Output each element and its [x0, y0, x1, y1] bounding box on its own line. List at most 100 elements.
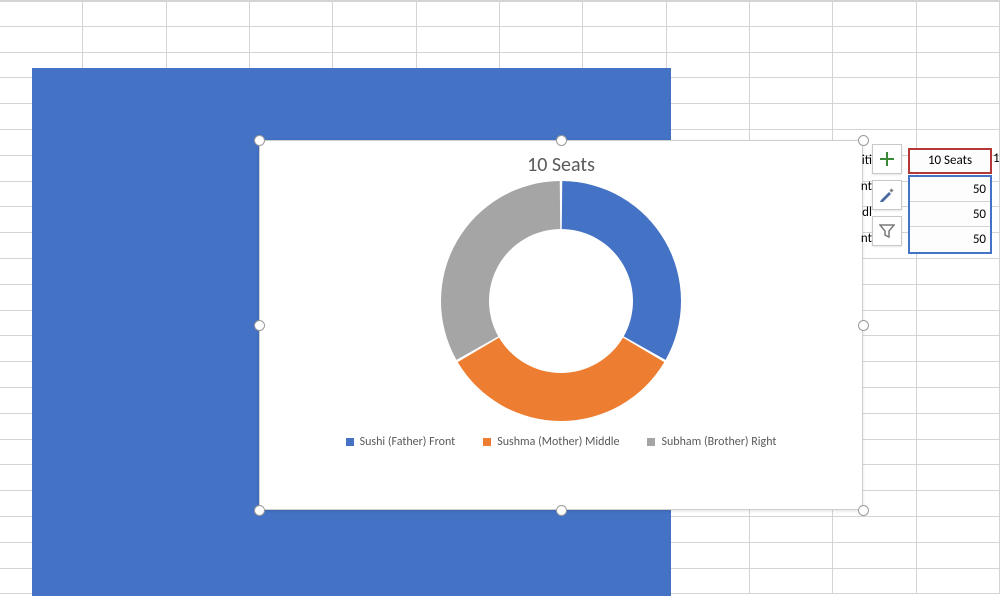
legend-item[interactable]: Subham (Brother) Right — [647, 435, 776, 449]
selection-handle[interactable] — [254, 320, 265, 331]
grid-cell[interactable] — [667, 27, 750, 53]
grid-cell[interactable] — [667, 53, 750, 79]
data-range-cell[interactable]: 50 — [910, 177, 990, 202]
grid-cell[interactable] — [250, 27, 333, 53]
legend-swatch — [647, 438, 655, 446]
grid-cell[interactable] — [667, 1, 750, 27]
grid-cell[interactable] — [917, 336, 1000, 362]
grid-cell[interactable] — [750, 517, 833, 543]
grid-cell[interactable] — [583, 27, 666, 53]
legend-swatch — [346, 438, 354, 446]
grid-cell[interactable] — [167, 1, 250, 27]
doughnut-slice[interactable] — [562, 181, 681, 360]
grid-cell[interactable] — [833, 27, 916, 53]
grid-cell[interactable] — [917, 543, 1000, 569]
grid-cell[interactable] — [917, 362, 1000, 388]
grid-cell[interactable] — [917, 311, 1000, 337]
grid-cell[interactable] — [917, 414, 1000, 440]
grid-cell[interactable] — [667, 517, 750, 543]
grid-cell[interactable] — [667, 104, 750, 130]
grid-cell[interactable] — [667, 569, 750, 595]
grid-cell[interactable] — [833, 517, 916, 543]
grid-cell[interactable] — [250, 1, 333, 27]
data-range-body[interactable]: 505050 — [908, 175, 992, 254]
legend-item[interactable]: Sushma (Mother) Middle — [483, 435, 619, 449]
grid-cell[interactable] — [917, 491, 1000, 517]
chart-elements-button[interactable] — [872, 144, 902, 174]
grid-cell[interactable] — [750, 78, 833, 104]
grid-cell[interactable] — [167, 27, 250, 53]
grid-cell[interactable] — [667, 543, 750, 569]
grid-cell[interactable] — [917, 465, 1000, 491]
grid-cell[interactable] — [83, 27, 166, 53]
doughnut-slice[interactable] — [441, 181, 560, 360]
grid-cell[interactable] — [917, 1, 1000, 27]
grid-cell[interactable] — [583, 1, 666, 27]
grid-cell[interactable] — [833, 569, 916, 595]
selection-handle[interactable] — [858, 320, 869, 331]
chart-tool-column — [872, 144, 902, 246]
grid-cell[interactable] — [917, 259, 1000, 285]
grid-cell[interactable] — [833, 1, 916, 27]
grid-cell[interactable] — [917, 53, 1000, 79]
data-range-cell[interactable]: 50 — [910, 202, 990, 227]
data-range-cell[interactable]: 50 — [910, 227, 990, 252]
grid-cell[interactable] — [917, 569, 1000, 595]
legend-swatch — [483, 438, 491, 446]
grid-cell[interactable] — [750, 53, 833, 79]
grid-cell[interactable] — [833, 104, 916, 130]
legend-item[interactable]: Sushi (Father) Front — [346, 435, 456, 449]
grid-cell[interactable] — [750, 543, 833, 569]
grid-cell[interactable] — [917, 27, 1000, 53]
grid-cell[interactable] — [833, 53, 916, 79]
chart-legend[interactable]: Sushi (Father) Front Sushma (Mother) Midd… — [260, 435, 862, 449]
grid-cell[interactable] — [833, 78, 916, 104]
row-label-peek: nt — [856, 226, 872, 252]
legend-label: Sushma (Mother) Middle — [497, 435, 619, 449]
selection-handle[interactable] — [556, 505, 567, 516]
grid-cell[interactable] — [750, 1, 833, 27]
chart-container[interactable]: 10 Seats Sushi (Father) Front Sushma (Mot… — [259, 140, 863, 510]
selected-data-range[interactable]: 10 Seats 505050 — [908, 148, 992, 254]
grid-cell[interactable] — [750, 27, 833, 53]
grid-cell[interactable] — [917, 78, 1000, 104]
grid-cell[interactable] — [917, 285, 1000, 311]
selection-handle[interactable] — [556, 135, 567, 146]
selection-handle[interactable] — [254, 505, 265, 516]
row-label-peek: dl — [856, 200, 872, 226]
chart-title[interactable]: 10 Seats — [260, 153, 862, 177]
plus-icon — [879, 151, 895, 167]
row-label-peek: nt — [856, 174, 872, 200]
grid-cell[interactable] — [333, 1, 416, 27]
doughnut-slice[interactable] — [458, 338, 665, 421]
selection-handle[interactable] — [858, 135, 869, 146]
selection-handle[interactable] — [254, 135, 265, 146]
grid-cell[interactable] — [83, 1, 166, 27]
chart-filters-button[interactable] — [872, 216, 902, 246]
cell-peek: 1 — [993, 148, 1000, 174]
filter-icon — [879, 223, 895, 239]
grid-cell[interactable] — [667, 78, 750, 104]
grid-cell[interactable] — [917, 388, 1000, 414]
grid-cell[interactable] — [917, 517, 1000, 543]
chart-styles-button[interactable] — [872, 180, 902, 210]
selection-handle[interactable] — [858, 505, 869, 516]
doughnut-chart[interactable] — [441, 181, 681, 421]
grid-cell[interactable] — [500, 27, 583, 53]
grid-cell[interactable] — [0, 27, 83, 53]
grid-cell[interactable] — [333, 27, 416, 53]
row-label-peek: iti — [856, 148, 872, 174]
grid-cell[interactable] — [750, 569, 833, 595]
grid-cell[interactable] — [500, 1, 583, 27]
grid-cell[interactable] — [917, 104, 1000, 130]
grid-cell[interactable] — [917, 440, 1000, 466]
brush-icon — [878, 186, 896, 204]
legend-label: Subham (Brother) Right — [661, 435, 776, 449]
grid-cell[interactable] — [417, 1, 500, 27]
grid-cell[interactable] — [0, 1, 83, 27]
data-range-header[interactable]: 10 Seats — [908, 148, 992, 174]
grid-cell[interactable] — [750, 104, 833, 130]
legend-label: Sushi (Father) Front — [360, 435, 456, 449]
grid-cell[interactable] — [417, 27, 500, 53]
grid-cell[interactable] — [833, 543, 916, 569]
